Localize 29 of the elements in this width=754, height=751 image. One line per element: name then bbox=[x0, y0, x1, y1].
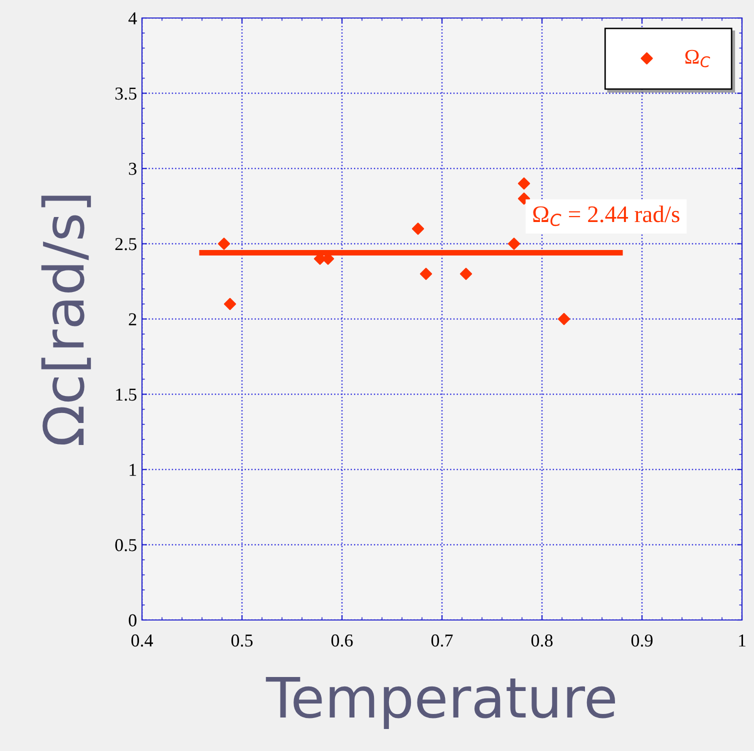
annotation: Ω$_{C}$ = 2.44 rad/s bbox=[533, 206, 680, 226]
y-tick-label: 0 bbox=[128, 614, 136, 626]
point bbox=[420, 268, 432, 280]
x-tick-label: 1 bbox=[739, 634, 746, 646]
point bbox=[518, 192, 530, 205]
y-axis-title: Ωc[rad/s] bbox=[41, 196, 91, 445]
y-tick-label: 0.5 bbox=[115, 539, 136, 552]
x-tick-label: 0.9 bbox=[631, 634, 653, 647]
y-tick-label: 1.5 bbox=[116, 388, 136, 401]
x-tick-label: 0.6 bbox=[331, 634, 353, 647]
y-tick-label: 3.5 bbox=[115, 88, 136, 100]
point bbox=[412, 222, 424, 235]
x-tick-label: 0.4 bbox=[131, 634, 154, 647]
y-tick-label: 3 bbox=[128, 162, 136, 175]
point bbox=[558, 312, 570, 326]
x-tick-label: 0.5 bbox=[231, 634, 253, 647]
x-tick-label: 0.7 bbox=[431, 634, 453, 647]
legend-label: Ω$_{C}$ bbox=[685, 50, 710, 68]
point bbox=[460, 268, 472, 280]
point bbox=[224, 298, 236, 310]
x-axis-title: Temperature bbox=[266, 676, 615, 730]
y-tick-label: 1 bbox=[130, 464, 136, 476]
point bbox=[518, 177, 530, 190]
y-tick-label: 2.5 bbox=[115, 238, 136, 250]
x-tick-label: 0.8 bbox=[531, 634, 553, 647]
point bbox=[218, 238, 230, 250]
y-tick-label: 2 bbox=[128, 313, 136, 326]
point bbox=[508, 238, 520, 250]
y-tick-label: 4 bbox=[128, 12, 137, 24]
